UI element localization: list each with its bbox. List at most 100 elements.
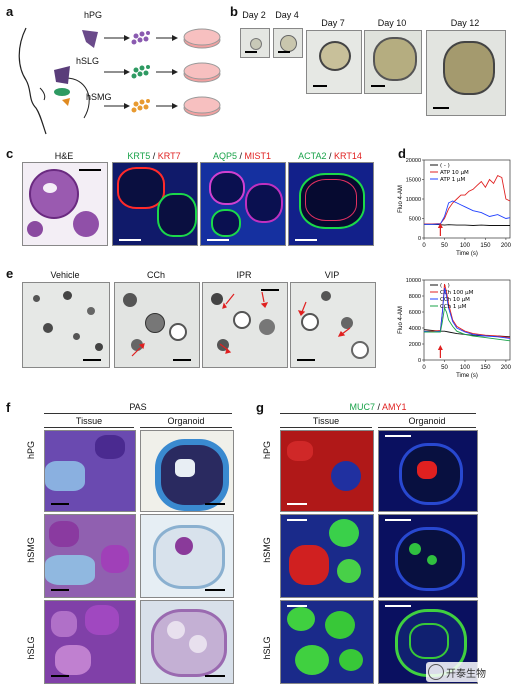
panel-label-e: e	[6, 266, 14, 281]
image-f-tissue-hslg	[44, 600, 136, 684]
stimulus-arrowhead	[437, 223, 443, 228]
chart-d: 0 50 100 150 200 0 5000 10000 15000 20000 Time (s)…	[398, 158, 512, 257]
y-tick-label: 0	[418, 358, 421, 364]
x-tick-label: 50	[441, 365, 448, 371]
y-tick-label: 6000	[409, 310, 421, 316]
image-g-tissue-hsmg	[280, 514, 374, 598]
legend-label: ( - )	[440, 163, 450, 169]
y-tick-label: 10000	[406, 278, 421, 284]
image-g-tissue-hslg	[280, 600, 374, 684]
label-day2: Day 2	[242, 10, 266, 20]
image-krt5-krt7	[112, 162, 198, 246]
image-f-tissue-hsmg	[44, 514, 136, 598]
x-tick-label: 100	[460, 243, 471, 249]
label-acta2-krt14: ACTA2 / KRT14	[298, 151, 362, 161]
label-day10: Day 10	[377, 18, 407, 28]
y-axis-label: Fluo 4-AM	[398, 306, 404, 334]
label-g-organoid: Organoid	[408, 416, 446, 426]
row-label-g-hslg: hSLG	[262, 636, 272, 660]
culture-dish-icon	[183, 28, 221, 49]
image-f-organoid-hslg	[140, 600, 234, 684]
legend-label: CCh 10 μM	[440, 297, 470, 303]
y-tick-label: 10000	[406, 197, 421, 203]
label-hpg: hPG	[84, 10, 103, 20]
label-day4: Day 4	[275, 10, 299, 20]
series-line-3	[424, 306, 511, 342]
x-axis-label: Time (s)	[456, 251, 478, 257]
x-axis-label: Time (s)	[456, 373, 478, 379]
label-f-organoid: Organoid	[167, 416, 205, 426]
label-vehicle: Vehicle	[50, 270, 80, 280]
label-day12: Day 12	[450, 18, 480, 28]
y-tick-label: 0	[418, 236, 421, 242]
panel-label-c: c	[6, 146, 14, 161]
y-tick-label: 8000	[409, 294, 421, 300]
y-tick-label: 2000	[409, 342, 421, 348]
parotid-gland-icon	[82, 30, 98, 48]
label-krt5-krt7: KRT5 / KRT7	[127, 151, 181, 161]
image-g-organoid-hsmg	[378, 514, 478, 598]
x-tick-label: 200	[501, 365, 512, 371]
image-he	[22, 162, 108, 246]
image-vip	[290, 282, 376, 368]
label-cch: CCh	[146, 270, 165, 280]
label-hsmg: hSMG	[86, 92, 112, 102]
image-vehicle	[22, 282, 110, 368]
image-day10	[364, 30, 422, 94]
image-day7	[306, 30, 362, 94]
image-f-organoid-hpg	[140, 430, 234, 512]
x-tick-label: 50	[441, 243, 448, 249]
row-label-g-hsmg: hSMG	[262, 537, 272, 563]
label-hslg: hSLG	[76, 56, 100, 66]
submandibular-gland-icon	[54, 88, 70, 96]
row-label-f-hsmg: hSMG	[26, 537, 36, 563]
arrow-overlay-e	[131, 291, 351, 357]
panel-label-d: d	[398, 146, 406, 161]
panel-label-f: f	[6, 400, 11, 415]
image-f-organoid-hsmg	[140, 514, 234, 598]
label-g-tissue: Tissue	[312, 416, 340, 426]
label-vip: VIP	[324, 270, 340, 280]
image-day2	[240, 28, 270, 58]
y-axis-label: Fluo 4-AM	[398, 185, 404, 213]
plot-frame	[423, 279, 511, 361]
label-ipr: IPR	[236, 270, 252, 280]
x-tick-label: 100	[460, 365, 471, 371]
stimulus-arrowhead	[437, 345, 443, 350]
series-line-2	[424, 200, 511, 225]
row-label-f-hslg: hSLG	[26, 636, 36, 660]
image-g-tissue-hpg	[280, 430, 374, 512]
image-f-tissue-hpg	[44, 430, 136, 512]
panel-label-g: g	[256, 400, 264, 415]
label-day7: Day 7	[321, 18, 345, 28]
x-tick-label: 0	[422, 243, 426, 249]
y-tick-label: 15000	[406, 178, 421, 184]
watermark: 开泰生物	[426, 662, 512, 682]
x-tick-label: 200	[501, 243, 512, 249]
legend-label: ATP 10 μM	[440, 170, 469, 176]
label-he: H&E	[54, 151, 74, 161]
image-aqp5-mist1	[200, 162, 286, 246]
label-pas: PAS	[129, 402, 147, 412]
x-tick-label: 150	[480, 243, 491, 249]
panel-label-a: a	[6, 4, 14, 19]
y-tick-label: 20000	[406, 158, 421, 164]
image-g-organoid-hpg	[378, 430, 478, 512]
panel-label-b: b	[230, 4, 238, 19]
image-day12	[426, 30, 506, 116]
sublingual-gland-icon	[54, 66, 70, 84]
x-tick-label: 0	[422, 365, 426, 371]
legend-label: CCh 1 μM	[440, 304, 467, 310]
wechat-logo-icon	[428, 664, 444, 680]
label-muc7-amy1: MUC7 / AMY1	[349, 402, 407, 412]
image-ipr	[202, 282, 288, 368]
label-aqp5-mist1: AQP5 / MIST1	[212, 151, 272, 161]
label-f-tissue: Tissue	[75, 416, 103, 426]
image-acta2-krt14	[288, 162, 374, 246]
y-tick-label: 4000	[409, 326, 421, 332]
image-cch	[114, 282, 200, 368]
schematic-diagram	[18, 27, 221, 135]
legend-label: ATP 1 μM	[440, 177, 466, 183]
legend-label: CCh 100 μM	[440, 290, 474, 296]
